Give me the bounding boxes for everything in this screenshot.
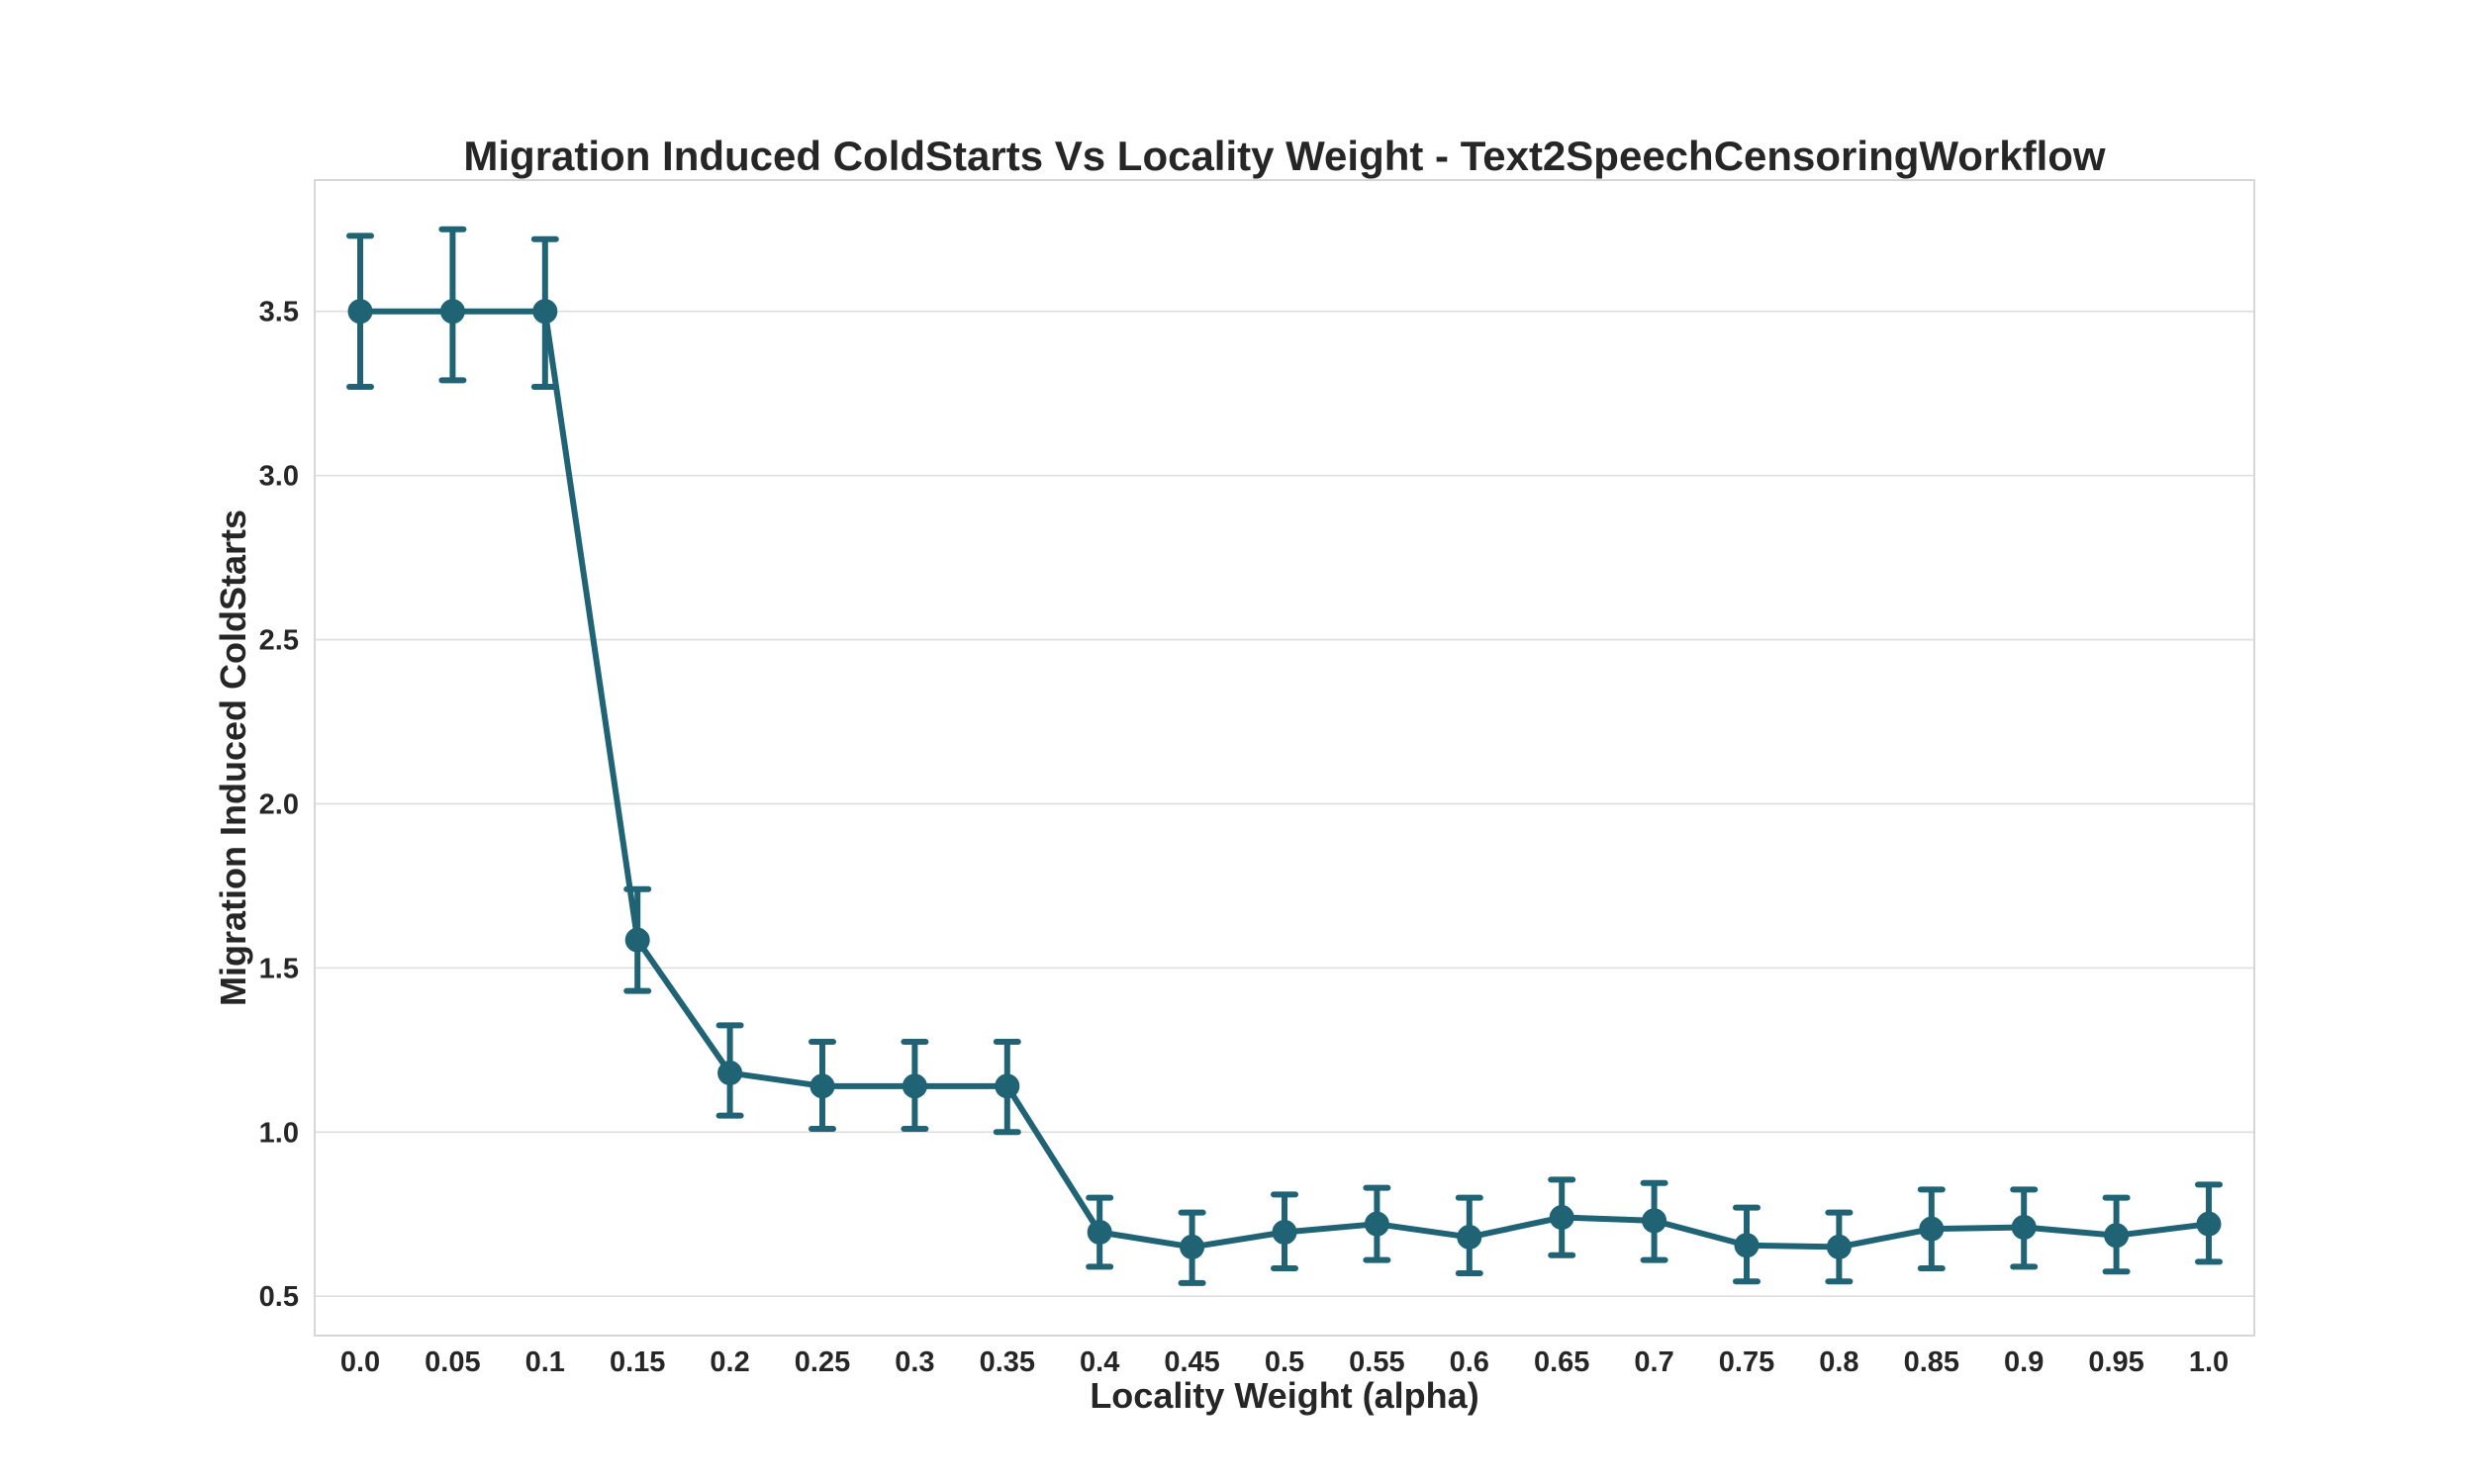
data-point xyxy=(439,299,465,325)
x-tick-label: 0.05 xyxy=(425,1346,480,1378)
data-point xyxy=(1642,1208,1667,1234)
data-point xyxy=(717,1061,743,1086)
data-point xyxy=(1180,1234,1205,1259)
y-tick-label: 0.5 xyxy=(259,1281,299,1313)
data-point xyxy=(1919,1216,1945,1242)
y-tick-label: 1.5 xyxy=(259,953,299,984)
data-point xyxy=(2011,1215,2037,1240)
chart-title: Migration Induced ColdStarts Vs Locality… xyxy=(463,133,2106,179)
y-tick-label: 1.0 xyxy=(259,1117,299,1149)
y-tick-label: 2.0 xyxy=(259,788,299,820)
x-tick-label: 0.5 xyxy=(1265,1346,1304,1378)
data-point xyxy=(902,1073,927,1099)
x-tick-label: 0.8 xyxy=(1819,1346,1858,1378)
data-point xyxy=(532,299,558,325)
x-tick-label: 0.4 xyxy=(1080,1346,1119,1378)
plot-frame xyxy=(314,179,2255,1337)
y-axis-label: Migration Induced ColdStarts xyxy=(213,510,253,1006)
x-tick-label: 0.65 xyxy=(1534,1346,1589,1378)
x-tick-label: 0.9 xyxy=(2004,1346,2044,1378)
x-tick-label: 0.75 xyxy=(1719,1346,1774,1378)
data-point xyxy=(1272,1219,1297,1245)
y-tick-label: 2.5 xyxy=(259,625,299,657)
y-tick-labels: 0.5 1.0 1.5 2.0 2.5 3.0 3.5 xyxy=(259,297,299,1313)
y-tick-label: 3.0 xyxy=(259,461,299,493)
data-point xyxy=(2196,1211,2222,1237)
data-point xyxy=(995,1073,1020,1099)
plot-area-background xyxy=(315,180,2254,1336)
x-tick-label: 0.7 xyxy=(1634,1346,1673,1378)
x-axis-label: Locality Weight (alpha) xyxy=(1090,1375,1478,1416)
x-tick-label: 0.25 xyxy=(795,1346,850,1378)
data-point xyxy=(624,927,650,953)
x-tick-label: 0.95 xyxy=(2088,1346,2143,1378)
y-tick-label: 3.5 xyxy=(259,297,299,328)
data-point xyxy=(1734,1233,1760,1258)
x-tick-label: 0.6 xyxy=(1450,1346,1489,1378)
data-point xyxy=(1549,1205,1574,1231)
x-tick-label: 0.0 xyxy=(340,1346,380,1378)
data-point xyxy=(809,1073,835,1099)
x-tick-label: 0.2 xyxy=(710,1346,749,1378)
x-tick-label: 1.0 xyxy=(2189,1346,2229,1378)
data-point xyxy=(1457,1224,1482,1250)
data-point xyxy=(347,299,373,325)
x-tick-label: 0.35 xyxy=(980,1346,1035,1378)
data-point xyxy=(2104,1223,2130,1249)
x-tick-label: 0.85 xyxy=(1904,1346,1959,1378)
x-tick-label: 0.3 xyxy=(895,1346,934,1378)
x-tick-label: 0.55 xyxy=(1349,1346,1404,1378)
data-point xyxy=(1826,1234,1852,1259)
data-point xyxy=(1087,1219,1112,1245)
x-tick-label: 0.1 xyxy=(525,1346,565,1378)
series-layer xyxy=(346,226,2223,1286)
x-tick-label: 0.15 xyxy=(610,1346,665,1378)
data-point xyxy=(1364,1211,1389,1237)
x-tick-labels: 0.0 0.05 0.1 0.15 0.2 0.25 0.3 0.35 0.4 0.45 0.5 0.… xyxy=(340,1346,2229,1378)
x-tick-label: 0.45 xyxy=(1164,1346,1219,1378)
